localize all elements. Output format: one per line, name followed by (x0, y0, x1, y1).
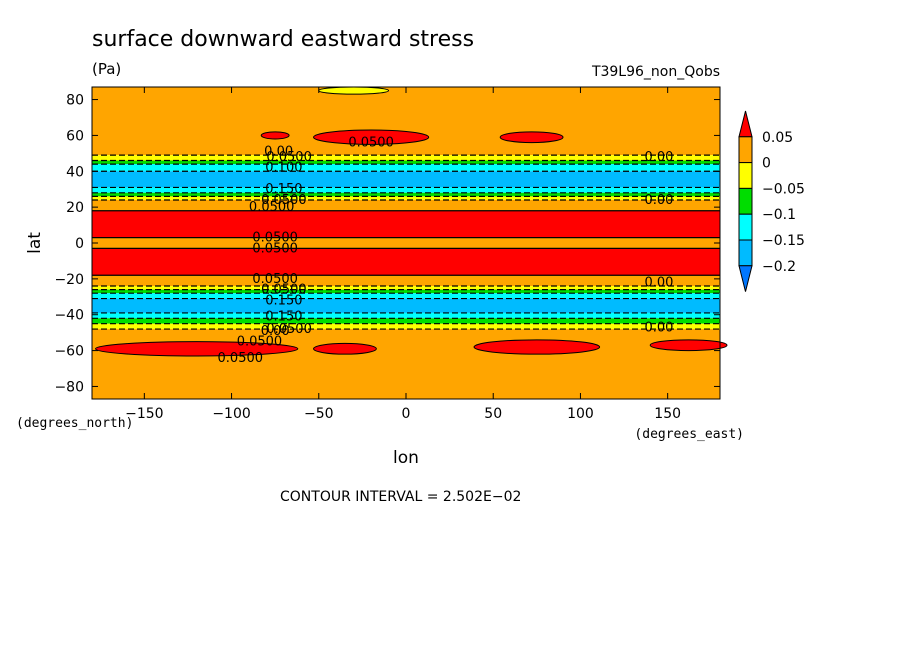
x-tick-label: 100 (567, 406, 594, 422)
contour-label: 0.00 (261, 324, 290, 339)
anomaly-patch (318, 86, 390, 95)
x-tick-label: −150 (125, 406, 163, 422)
contour-label: 0.150 (265, 293, 302, 308)
zonal-band (92, 155, 720, 161)
units-label: (Pa) (92, 60, 121, 78)
colorbar-label: −0.05 (762, 181, 805, 197)
contour-lines (92, 154, 720, 330)
run-label: T39L96_non_Qobs (591, 64, 720, 80)
y-tick-label: 60 (66, 128, 84, 144)
zonal-band (92, 171, 720, 188)
y-tick-label: 0 (75, 236, 84, 252)
x-tick-label: 50 (484, 406, 502, 422)
anomaly-patch (649, 339, 728, 352)
anomaly-patch (313, 342, 377, 355)
contour-label: 0.0500 (218, 351, 264, 366)
colorbar-segment (738, 239, 753, 267)
colorbar-label: −0.15 (762, 233, 805, 249)
y-tick-label: 20 (66, 200, 84, 216)
anomaly-patch (473, 339, 601, 355)
colorbar-segment (738, 213, 753, 241)
contour-label: 0.150 (265, 182, 302, 197)
contour-label: 0.0500 (252, 231, 298, 246)
zonal-band (92, 286, 720, 290)
y-axis-label: lat (25, 232, 45, 254)
zonal-band (92, 312, 720, 319)
x-tick-label: 150 (654, 406, 681, 422)
colorbar-label: 0.05 (762, 130, 793, 146)
zonal-band (92, 329, 720, 399)
x-units-label: (degrees_east) (634, 427, 744, 442)
y-tick-label: −80 (54, 379, 84, 395)
contour-label: 0.0500 (249, 200, 295, 215)
y-axis-ticks: 80 60 40 20 0 −20 −40 −60 −80 (54, 93, 720, 395)
contour-label: 0.00 (644, 275, 673, 290)
y-tick-label: 40 (66, 164, 84, 180)
x-tick-label: 0 (402, 406, 411, 422)
contour-label: 0.100 (265, 161, 302, 176)
contour-interval-note: CONTOUR INTERVAL = 2.502E−02 (280, 489, 521, 505)
x-tick-label: −100 (212, 406, 250, 422)
x-axis-label: lon (393, 448, 419, 468)
zonal-band (92, 196, 720, 200)
anomaly-patch (260, 131, 290, 140)
colorbar-label: −0.2 (762, 259, 796, 275)
zonal-band (92, 87, 720, 156)
zonal-band (92, 289, 720, 294)
zonal-band (92, 210, 720, 238)
contour-label: 0.0500 (266, 150, 312, 165)
contour-label: 0.0500 (252, 241, 298, 256)
contour-label: 0.00 (644, 150, 673, 165)
x-axis-ticks: −150 −100 −50 0 50 100 150 (125, 87, 681, 422)
zonal-band (92, 293, 720, 299)
colorbar-label: 0 (762, 156, 771, 172)
plot-area (92, 86, 728, 399)
contour-label: 0.0500 (237, 335, 283, 350)
anomaly-patch (94, 341, 299, 357)
contour-label: 0.00 (644, 193, 673, 208)
contour-label: 0.00 (264, 145, 293, 160)
zonal-band (92, 160, 720, 165)
zonal-band (92, 318, 720, 324)
contour-label: 0.0500 (266, 322, 312, 337)
y-tick-label: −40 (54, 308, 84, 324)
colorbar-segment (738, 162, 753, 189)
zonal-band (92, 199, 720, 211)
zonal-band (92, 275, 720, 287)
zonal-band (92, 323, 720, 330)
y-units-label: (degrees_north) (16, 416, 133, 431)
zonal-band (92, 298, 720, 313)
anomaly-patch (499, 131, 564, 144)
chart-title: surface downward eastward stress (92, 27, 474, 52)
colorbar-arrow-top (738, 110, 753, 138)
contour-label: 0.0500 (348, 136, 394, 151)
zonal-band (92, 237, 720, 249)
contour-labels: 0.05000.000.05000.1000.1500.05000.05000.… (218, 136, 674, 366)
x-tick-label: −50 (304, 406, 334, 422)
contour-label: 0.0500 (252, 272, 298, 287)
colorbar-arrow-bottom (738, 265, 753, 292)
y-tick-label: 80 (66, 93, 84, 109)
zonal-band (92, 164, 720, 172)
contour-label: 0.150 (265, 310, 302, 325)
colorbar-segment (738, 136, 753, 164)
y-tick-label: −20 (54, 272, 84, 288)
zonal-band (92, 248, 720, 276)
contour-label: 0.0500 (261, 193, 307, 208)
anomaly-patch (313, 129, 430, 145)
colorbar-segment (738, 187, 753, 215)
colorbar-label: −0.1 (762, 207, 796, 223)
contour-label: 0.0500 (261, 283, 307, 298)
colorbar: 0.05 0 −0.05 −0.1 −0.15 −0.2 (738, 110, 805, 292)
zonal-band (92, 187, 720, 193)
zonal-band (92, 192, 720, 197)
y-tick-label: −60 (54, 344, 84, 360)
contour-label: 0.00 (644, 320, 673, 335)
